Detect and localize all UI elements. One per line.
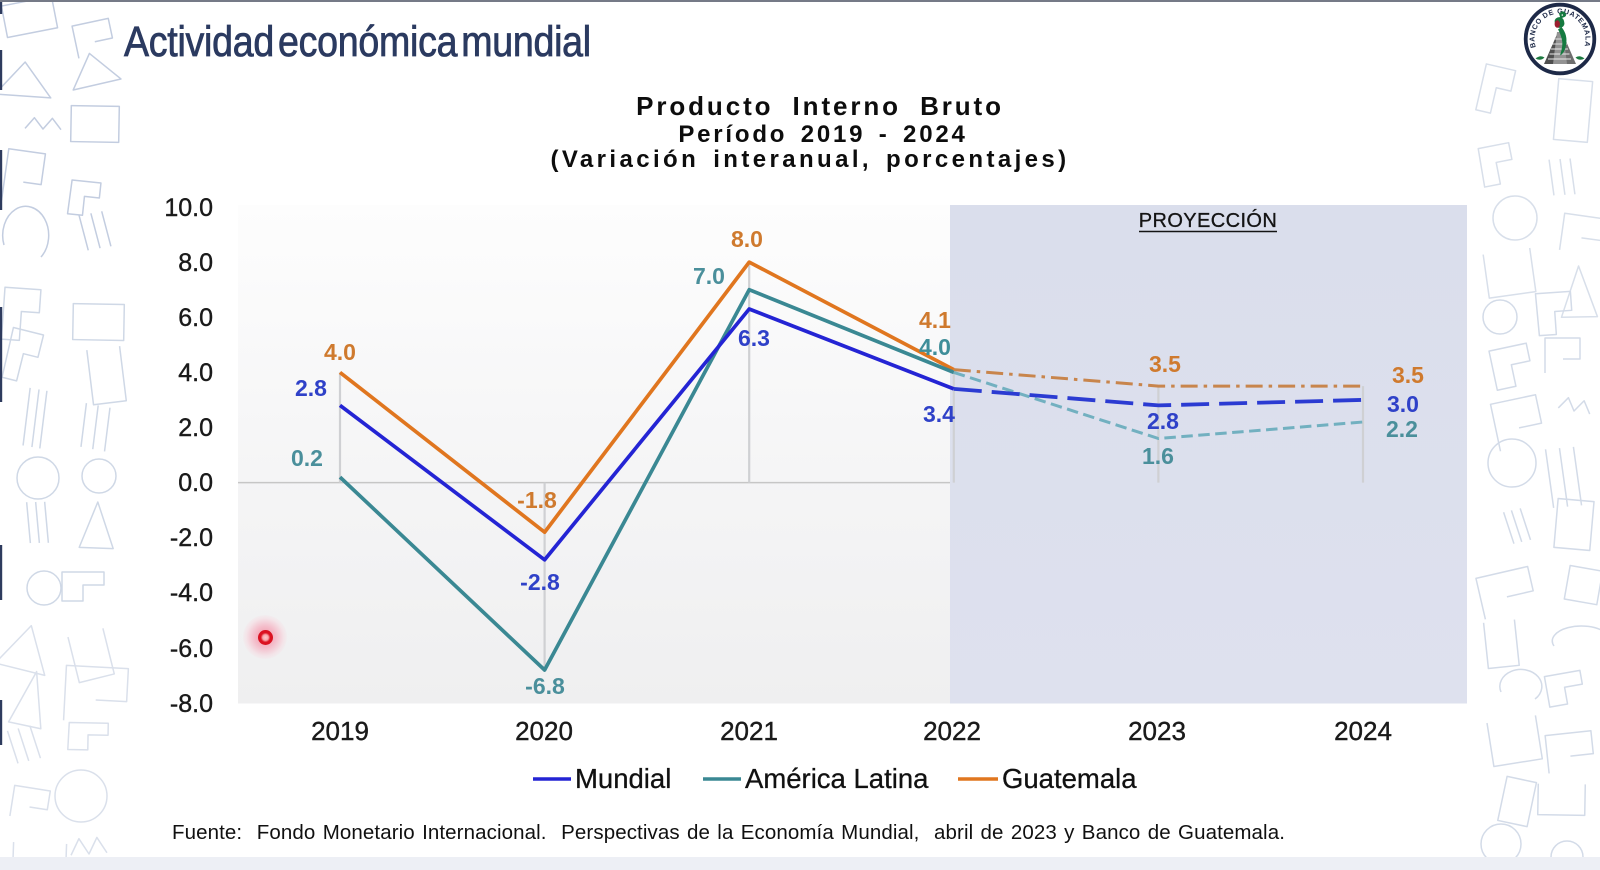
- svg-text:7.0: 7.0: [693, 263, 725, 289]
- svg-text:4.0: 4.0: [178, 359, 213, 387]
- svg-text:2.2: 2.2: [1386, 416, 1418, 442]
- svg-text:-4.0: -4.0: [170, 579, 213, 607]
- svg-text:3.4: 3.4: [923, 401, 955, 427]
- svg-text:4.1: 4.1: [919, 307, 951, 333]
- svg-text:1.6: 1.6: [1142, 443, 1174, 469]
- svg-text:0.2: 0.2: [291, 445, 323, 471]
- svg-text:-6.8: -6.8: [525, 673, 565, 699]
- svg-text:8.0: 8.0: [178, 249, 213, 277]
- svg-text:2.8: 2.8: [295, 375, 327, 401]
- svg-text:-2.0: -2.0: [170, 524, 213, 552]
- svg-text:6.0: 6.0: [178, 304, 213, 332]
- svg-text:8.0: 8.0: [731, 226, 763, 252]
- svg-text:-2.8: -2.8: [520, 569, 560, 595]
- svg-text:-1.8: -1.8: [517, 487, 557, 513]
- svg-text:3.5: 3.5: [1392, 362, 1424, 388]
- svg-text:0.0: 0.0: [178, 469, 213, 497]
- svg-text:2021: 2021: [720, 716, 778, 746]
- svg-text:-8.0: -8.0: [170, 690, 213, 718]
- svg-text:2019: 2019: [311, 716, 369, 746]
- svg-text:2022: 2022: [923, 716, 981, 746]
- svg-text:2020: 2020: [515, 716, 573, 746]
- svg-text:2023: 2023: [1128, 716, 1186, 746]
- svg-text:3.5: 3.5: [1149, 351, 1181, 377]
- svg-text:Guatemala: Guatemala: [1002, 763, 1137, 794]
- svg-text:América Latina: América Latina: [745, 763, 929, 794]
- svg-text:4.0: 4.0: [919, 334, 951, 360]
- svg-text:3.0: 3.0: [1387, 391, 1419, 417]
- svg-text:-6.0: -6.0: [170, 635, 213, 663]
- svg-text:2024: 2024: [1334, 716, 1392, 746]
- svg-text:2.0: 2.0: [178, 414, 213, 442]
- svg-text:10.0: 10.0: [164, 194, 213, 222]
- svg-text:Mundial: Mundial: [575, 763, 671, 794]
- svg-text:PROYECCIÓN: PROYECCIÓN: [1139, 209, 1277, 232]
- svg-text:4.0: 4.0: [324, 339, 356, 365]
- svg-text:2.8: 2.8: [1147, 408, 1179, 434]
- svg-text:6.3: 6.3: [738, 325, 770, 351]
